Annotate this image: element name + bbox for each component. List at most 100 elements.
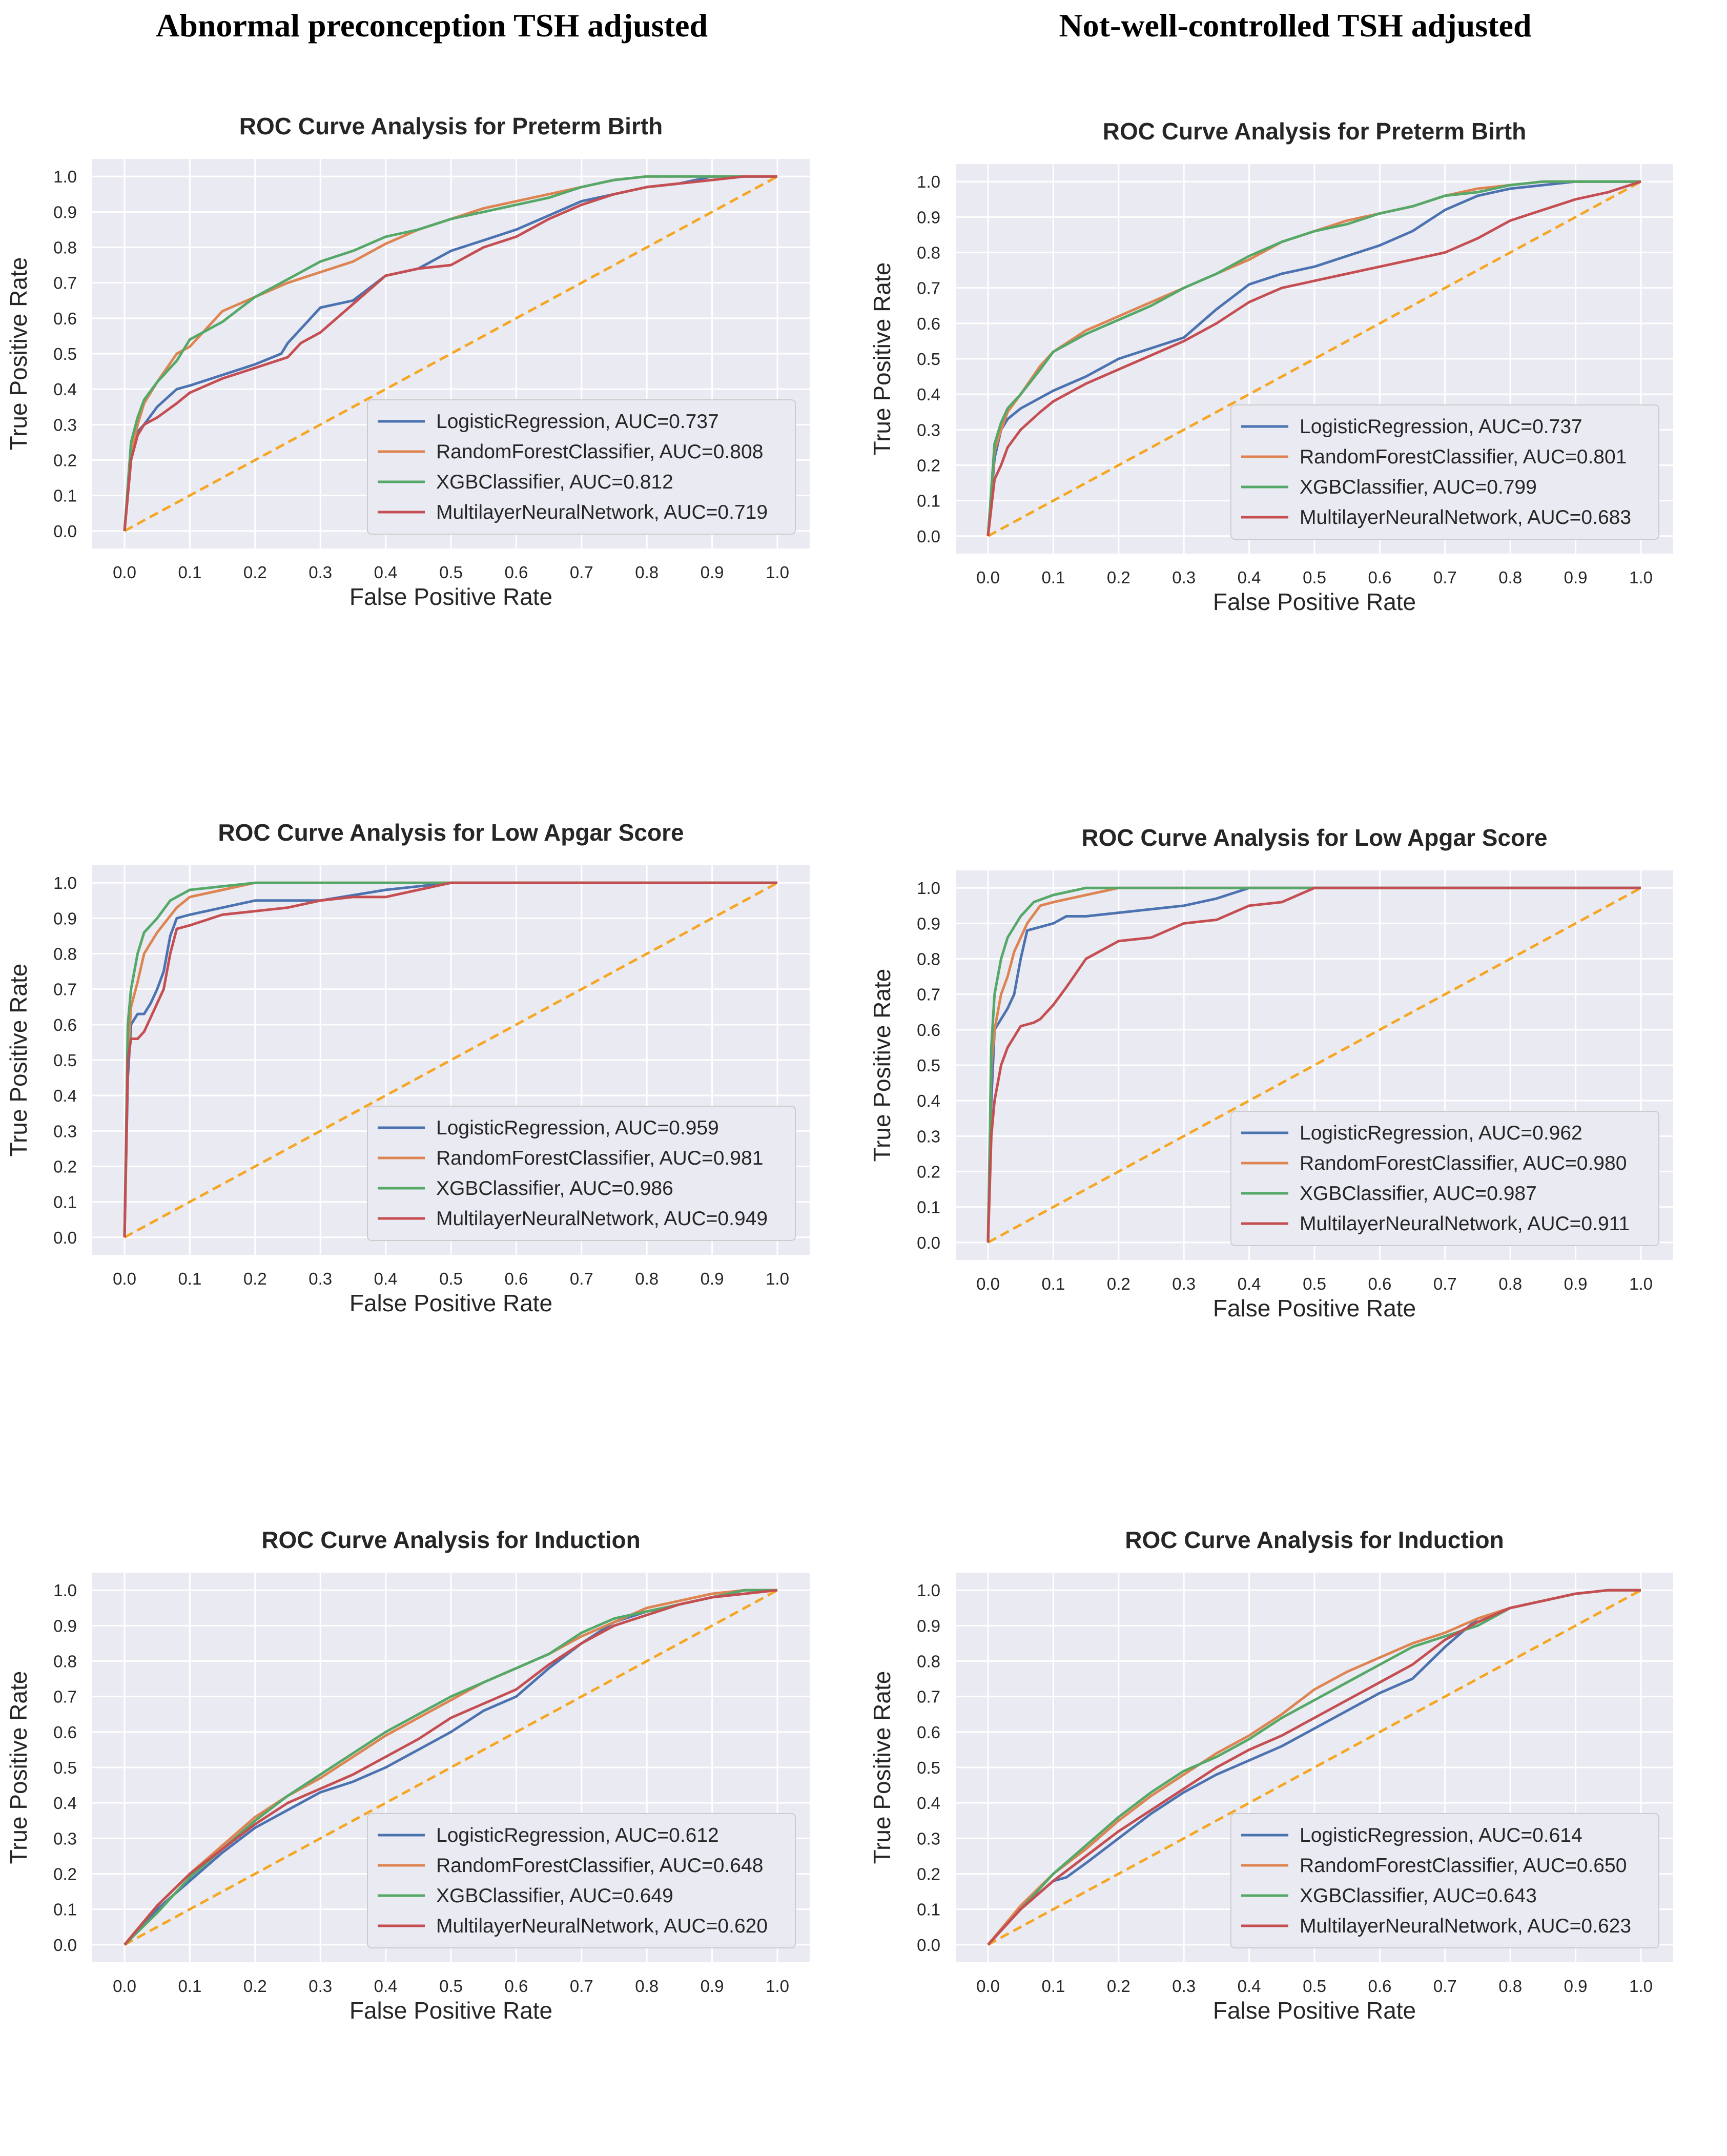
legend-entry: RandomForestClassifier, AUC=0.801: [1300, 446, 1627, 468]
legend-entry: MultilayerNeuralNetwork, AUC=0.911: [1300, 1213, 1630, 1235]
y-tick-label: 0.8: [53, 238, 77, 257]
y-tick-label: 0.0: [53, 1228, 77, 1247]
x-tick-label: 0.0: [976, 1274, 1000, 1293]
x-tick-label: 0.4: [374, 1269, 398, 1288]
y-tick-label: 0.4: [53, 1794, 77, 1813]
x-tick-label: 0.3: [309, 1269, 332, 1288]
x-tick-label: 0.4: [1238, 568, 1261, 587]
chart-title: ROC Curve Analysis for Preterm Birth: [1103, 118, 1527, 145]
x-tick-label: 0.9: [1564, 568, 1588, 587]
x-tick-label: 0.2: [1107, 1274, 1130, 1293]
chance-diagonal-line: [124, 175, 778, 532]
roc-chart-preterm-notwell: ROC Curve Analysis for Preterm Birth 0.0 0…: [869, 118, 1673, 615]
chart-title: ROC Curve Analysis for Induction: [261, 1527, 641, 1553]
y-tick-label: 0.7: [53, 274, 77, 293]
y-axis-label: True Positive Rate: [869, 969, 895, 1162]
x-tick-label: 0.1: [1041, 568, 1065, 587]
roc-curve-randomforestclassifier: [124, 1589, 777, 1946]
x-tick-label: 0.4: [1238, 1274, 1261, 1293]
y-tick-label: 0.5: [917, 350, 940, 369]
x-tick-label: 0.2: [1107, 568, 1130, 587]
legend-entry: XGBClassifier, AUC=0.812: [436, 471, 673, 493]
legend-entry: RandomForestClassifier, AUC=0.650: [1300, 1855, 1627, 1877]
legend-box: [367, 1106, 796, 1241]
y-tick-label: 0.8: [917, 950, 940, 969]
x-tick-label: 0.7: [1433, 1977, 1457, 1996]
roc-curve-multilayerneuralnetwork: [987, 1589, 1641, 1946]
y-tick-label: 1.0: [917, 172, 940, 191]
chance-diagonal-line: [987, 180, 1642, 537]
y-tick-label: 0.5: [53, 344, 77, 363]
y-tick-label: 0.1: [53, 1193, 77, 1212]
x-tick-label: 0.5: [1303, 568, 1326, 587]
chance-diagonal-line: [987, 1589, 1642, 1946]
x-axis-label: False Positive Rate: [1213, 1295, 1416, 1321]
x-tick-label: 0.9: [701, 563, 724, 582]
x-axis-label: False Positive Rate: [1213, 1997, 1416, 2024]
x-tick-label: 0.5: [1303, 1977, 1326, 1996]
legend-entry: LogisticRegression, AUC=0.737: [436, 411, 719, 433]
roc-chart-apgar-notwell: ROC Curve Analysis for Low Apgar Score 0.…: [869, 824, 1673, 1321]
y-tick-label: 0.2: [53, 1864, 77, 1883]
y-tick-label: 0.1: [917, 1198, 940, 1217]
x-tick-label: 0.7: [570, 563, 593, 582]
x-tick-label: 0.1: [1041, 1274, 1065, 1293]
x-tick-label: 0.6: [504, 1977, 528, 1996]
roc-curve-multilayerneuralnetwork: [986, 886, 1641, 1243]
y-tick-label: 0.8: [917, 1652, 940, 1671]
legend-entry: LogisticRegression, AUC=0.959: [436, 1117, 719, 1139]
y-tick-label: 0.3: [53, 1829, 77, 1848]
y-tick-label: 0.1: [53, 1900, 77, 1919]
y-tick-label: 0.2: [917, 1864, 940, 1883]
roc-curve-multilayerneuralnetwork: [123, 881, 777, 1237]
x-tick-label: 0.3: [309, 563, 332, 582]
x-tick-label: 0.0: [113, 1977, 136, 1996]
x-axis-label: False Positive Rate: [349, 583, 552, 610]
y-tick-label: 0.6: [917, 1021, 940, 1040]
x-axis-label: False Positive Rate: [1213, 588, 1416, 615]
chance-diagonal-line: [124, 882, 778, 1238]
x-tick-label: 1.0: [1629, 568, 1653, 587]
legend-box: [1230, 404, 1659, 540]
y-tick-label: 0.8: [917, 243, 940, 262]
x-tick-label: 0.9: [1564, 1274, 1588, 1293]
chart-title: ROC Curve Analysis for Low Apgar Score: [218, 819, 684, 846]
x-tick-label: 0.0: [113, 1269, 136, 1288]
legend-entry: XGBClassifier, AUC=0.643: [1300, 1885, 1537, 1907]
x-tick-label: 0.1: [178, 563, 201, 582]
y-axis-label: True Positive Rate: [5, 964, 32, 1157]
y-tick-label: 0.0: [53, 1936, 77, 1955]
y-tick-label: 0.4: [917, 1794, 940, 1813]
x-tick-label: 0.7: [1433, 1274, 1457, 1293]
x-tick-label: 0.5: [1303, 1274, 1326, 1293]
x-tick-label: 0.4: [1238, 1977, 1261, 1996]
roc-curve-randomforestclassifier: [986, 886, 1641, 1243]
x-tick-label: 0.1: [178, 1977, 201, 1996]
y-tick-label: 0.3: [917, 420, 940, 439]
y-tick-label: 0.2: [917, 456, 940, 475]
y-tick-label: 0.7: [917, 279, 940, 298]
legend-entry: MultilayerNeuralNetwork, AUC=0.683: [1300, 506, 1631, 528]
y-tick-label: 0.9: [917, 1616, 940, 1635]
y-axis-label: True Positive Rate: [869, 262, 895, 456]
x-tick-label: 0.5: [439, 1977, 463, 1996]
x-tick-label: 0.6: [1368, 1274, 1391, 1293]
x-tick-label: 0.7: [570, 1269, 593, 1288]
y-tick-label: 0.4: [53, 1086, 77, 1105]
y-tick-label: 0.5: [917, 1056, 940, 1075]
y-tick-label: 0.1: [917, 492, 940, 511]
x-tick-label: 1.0: [1629, 1274, 1653, 1293]
x-tick-label: 0.8: [635, 1977, 659, 1996]
roc-curve-xgbclassifier: [123, 881, 777, 1237]
y-tick-label: 0.5: [53, 1758, 77, 1777]
x-tick-label: 0.1: [178, 1269, 201, 1288]
x-tick-label: 0.4: [374, 1977, 398, 1996]
x-tick-label: 1.0: [766, 1269, 789, 1288]
roc-curve-xgbclassifier: [123, 175, 777, 531]
y-tick-label: 0.7: [917, 1687, 940, 1706]
y-tick-label: 0.7: [53, 980, 77, 999]
y-tick-label: 1.0: [53, 873, 77, 892]
legend-entry: MultilayerNeuralNetwork, AUC=0.949: [436, 1208, 768, 1230]
y-tick-label: 0.7: [917, 985, 940, 1004]
y-tick-label: 0.9: [53, 1616, 77, 1635]
